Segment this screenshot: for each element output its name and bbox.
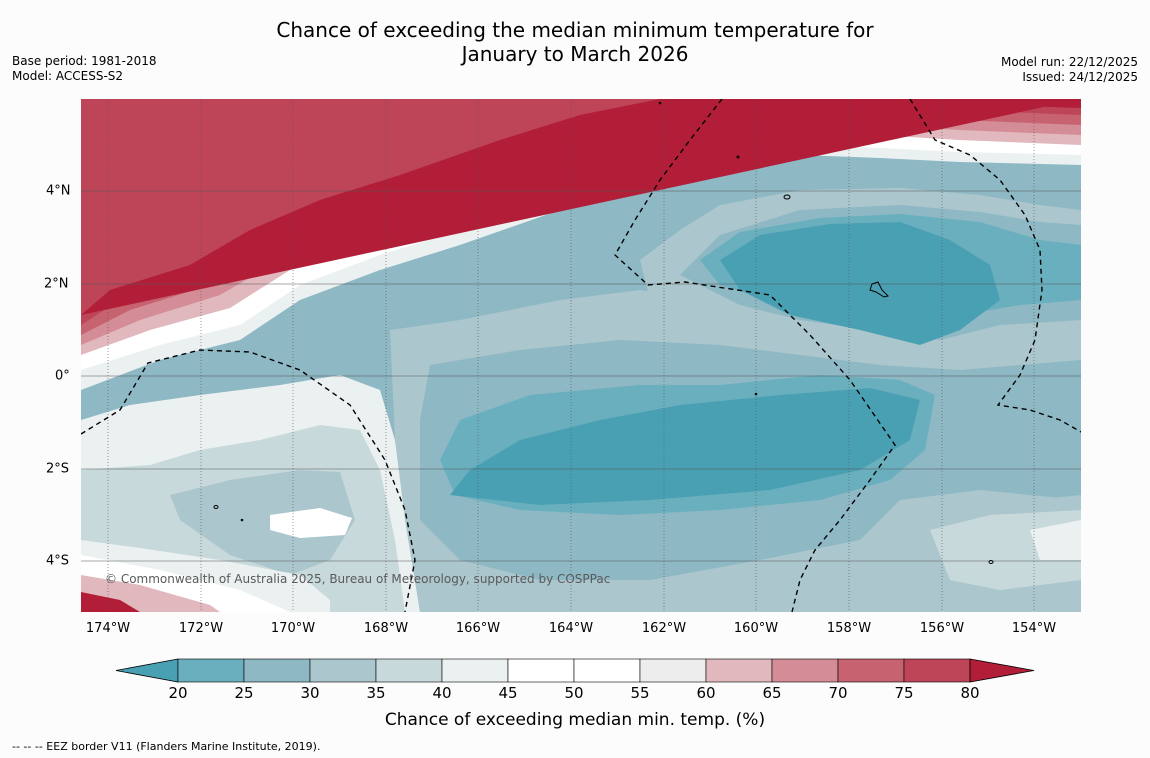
band-white-sw — [270, 508, 352, 538]
band-75-80-north — [81, 99, 1081, 325]
colorbar-segment — [771, 658, 839, 683]
colorbar-segment — [375, 658, 443, 683]
title-line-1: Chance of exceeding the median minimum t… — [276, 18, 874, 42]
lon-label-164w: 164°W — [548, 621, 594, 636]
lon-label-166w: 166°W — [455, 621, 501, 636]
colorbar-segment — [903, 658, 971, 683]
colorbar-tick-50: 50 — [564, 684, 584, 702]
base-period: Base period: 1981-2018 — [12, 54, 157, 68]
colorbar-tick-30: 30 — [300, 684, 320, 702]
lon-label-160w: 160°W — [733, 621, 779, 636]
colorbar-label: Chance of exceeding median min. temp. (%… — [384, 710, 766, 730]
model-run: Model run: 22/12/2025 — [1000, 55, 1138, 69]
lon-label-172w: 172°W — [178, 621, 224, 636]
lat-label-4n: 4°N — [46, 183, 71, 199]
lat-gridlines — [81, 190, 1081, 562]
map-title: Chance of exceeding the median minimum t… — [0, 18, 1150, 66]
issued-date: Issued: 24/12/2025 — [1022, 70, 1138, 84]
eez-borders — [81, 99, 1081, 612]
lat-label-2s: 2°S — [46, 461, 70, 477]
meta-right: Model run: 22/12/2025 Issued: 24/12/2025 — [1001, 55, 1138, 85]
band-darkred-sw — [81, 592, 140, 612]
colorbar-segment — [507, 658, 575, 683]
band-below-20-north — [720, 222, 1000, 345]
colorbar-tick-35: 35 — [366, 684, 386, 702]
lon-label-168w: 168°W — [363, 621, 409, 636]
colorbar-tick-70: 70 — [828, 684, 848, 702]
copyright-notice: © Commonwealth of Australia 2025, Bureau… — [105, 572, 611, 586]
colorbar-segment — [243, 658, 311, 683]
colorbar-segment — [639, 658, 707, 683]
colorbar-segment — [441, 658, 509, 683]
title-line-2: January to March 2026 — [461, 42, 689, 66]
colorbar-segments — [115, 658, 1035, 683]
colorbar-tick-75: 75 — [894, 684, 914, 702]
band-30-35-sw — [170, 470, 355, 575]
colorbar-extend-low — [115, 658, 179, 683]
lat-label-0: 0° — [55, 368, 70, 384]
map-fill — [81, 99, 1081, 612]
lon-label-156w: 156°W — [919, 621, 965, 636]
lon-label-154w: 154°W — [1011, 621, 1057, 636]
colorbar-extend-high — [969, 658, 1035, 683]
colorbar-segment — [837, 658, 905, 683]
band-40-45-se — [1030, 520, 1081, 560]
colorbar-segment — [705, 658, 773, 683]
colorbar-tick-25: 25 — [234, 684, 254, 702]
colorbar-tick-55: 55 — [630, 684, 650, 702]
lat-label-4s: 4°S — [46, 553, 70, 569]
colorbar-tick-20: 20 — [168, 684, 188, 702]
eez-footnote: -- -- -- EEZ border V11 (Flanders Marine… — [12, 740, 321, 753]
colorbar-tick-65: 65 — [762, 684, 782, 702]
lon-label-162w: 162°W — [641, 621, 687, 636]
band-below-20-south — [450, 388, 920, 505]
colorbar-tick-80: 80 — [960, 684, 980, 702]
colorbar-segment — [309, 658, 377, 683]
band-above-80-ne — [660, 99, 1081, 108]
colorbar-tick-60: 60 — [696, 684, 716, 702]
meta-left: Base period: 1981-2018 Model: ACCESS-S2 — [12, 54, 157, 84]
colorbar-tick-45: 45 — [498, 684, 518, 702]
band-above-80-north — [81, 99, 1081, 315]
colorbar-segment — [573, 658, 641, 683]
lon-label-170w: 170°W — [270, 621, 316, 636]
lon-label-174w: 174°W — [85, 621, 131, 636]
colorbar-tick-40: 40 — [432, 684, 452, 702]
model-name: Model: ACCESS-S2 — [12, 69, 124, 83]
lat-label-2n: 2°N — [44, 276, 69, 292]
lon-label-158w: 158°W — [826, 621, 872, 636]
islands — [213, 101, 994, 564]
colorbar-segment — [177, 658, 245, 683]
